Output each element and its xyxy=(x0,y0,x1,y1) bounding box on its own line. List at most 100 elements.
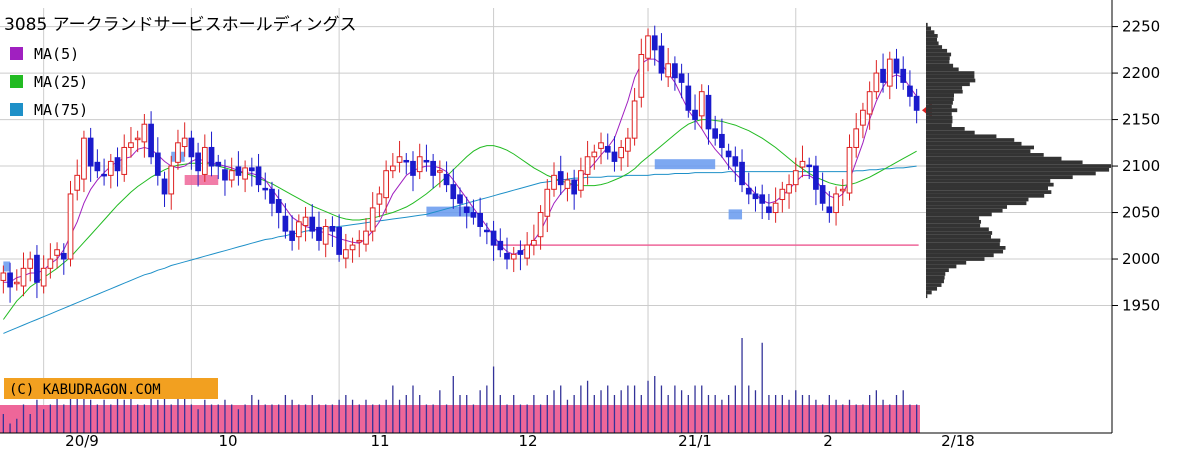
candle-body xyxy=(336,226,342,255)
candle-body xyxy=(712,128,719,139)
volume-profile-bar xyxy=(926,145,1035,150)
volume-profile-bar xyxy=(926,149,1031,154)
candle-body xyxy=(866,91,873,115)
candle-body xyxy=(578,170,584,191)
candle-body xyxy=(13,281,20,285)
candle-body xyxy=(719,133,725,148)
volume-profile-bar xyxy=(926,127,965,131)
candle-body xyxy=(839,188,846,192)
volume-profile-bar xyxy=(926,294,928,299)
candle-body xyxy=(222,169,228,181)
candle-body xyxy=(752,193,759,200)
candle-body xyxy=(564,179,571,189)
candle-body xyxy=(208,146,215,167)
candle-body xyxy=(282,215,289,232)
candle-body xyxy=(813,165,819,190)
volume-profile-bar xyxy=(926,160,1083,165)
candle-body xyxy=(672,63,678,79)
candle-body xyxy=(437,170,443,173)
candle-body xyxy=(604,146,611,153)
candle-body xyxy=(302,216,309,227)
volume-profile-bar xyxy=(926,238,1001,243)
candle-body xyxy=(772,202,779,214)
y-tick-label: 2150 xyxy=(1122,111,1160,129)
candle-body xyxy=(363,230,369,245)
candle-body xyxy=(893,58,900,74)
candle-body xyxy=(685,85,692,111)
x-tick-label: 12 xyxy=(518,432,537,450)
candle-body xyxy=(248,167,255,172)
axes: 2250 2200 2150 2100 2050 2000 1950 20/9 10 11 12 21… xyxy=(0,0,1160,450)
candle-body xyxy=(873,72,880,93)
candle-body xyxy=(846,146,853,194)
volume-profile-bar xyxy=(926,138,1015,142)
candle-body xyxy=(40,267,47,287)
candle-body xyxy=(692,109,698,121)
volume-profile-bar xyxy=(926,167,1110,172)
chart-title: 3085 アークランドサービスホールディングス xyxy=(4,14,356,35)
candle-body xyxy=(134,137,141,141)
candle-body xyxy=(463,206,470,214)
y-tick-label: 2050 xyxy=(1122,204,1160,222)
volume-profile-bar xyxy=(926,134,997,139)
candle-body xyxy=(833,193,839,214)
copyright-background xyxy=(4,378,218,399)
candle-body xyxy=(665,63,672,78)
candle-body xyxy=(262,187,269,191)
candle-body xyxy=(484,229,490,233)
volume-profile-bar xyxy=(926,93,954,98)
candle-body xyxy=(504,252,510,260)
volume-profile-bar xyxy=(926,201,1027,206)
candle-body xyxy=(403,159,410,163)
candle-body xyxy=(819,185,826,204)
candle-body xyxy=(20,267,27,287)
candle-body xyxy=(316,226,322,241)
volume-profile-bar xyxy=(926,60,950,64)
candle-body xyxy=(443,173,450,186)
candle-body xyxy=(806,164,813,168)
legend-swatch-ma75 xyxy=(10,103,23,116)
candle-body xyxy=(430,160,436,176)
x-tick-label: 10 xyxy=(218,432,237,450)
volume-profile-bar xyxy=(926,164,1111,168)
candle-body xyxy=(678,73,685,83)
candle-body xyxy=(524,244,531,259)
candle-body xyxy=(269,188,275,204)
candle-body xyxy=(383,170,389,199)
candle-body xyxy=(389,165,396,172)
candle-body xyxy=(766,206,772,214)
legend-swatch-ma5 xyxy=(10,47,23,60)
candle-body xyxy=(188,137,195,158)
candle-body xyxy=(349,244,356,251)
candle-body xyxy=(826,206,833,214)
volume-profile-bar xyxy=(926,190,1052,194)
candle-body xyxy=(242,167,248,180)
candle-body xyxy=(295,221,302,238)
candle-body xyxy=(369,207,376,232)
candle-body xyxy=(698,91,705,117)
candle-body xyxy=(531,239,537,246)
candle-body xyxy=(779,188,786,201)
x-tick-label: 20/9 xyxy=(65,432,99,450)
price-band xyxy=(184,175,219,185)
candle-body xyxy=(497,240,504,251)
candle-body xyxy=(60,252,67,260)
candle-body xyxy=(591,151,598,158)
candle-body xyxy=(34,254,40,283)
legend-label-ma5: MA(5) xyxy=(34,45,79,63)
candle-body xyxy=(47,258,54,269)
candle-body xyxy=(168,165,175,195)
volume-profile-bar xyxy=(926,186,1048,191)
candle-body xyxy=(618,146,625,159)
candle-body xyxy=(121,146,128,175)
candle-body xyxy=(74,174,81,191)
candle-body xyxy=(584,156,591,175)
candle-body xyxy=(195,152,201,172)
candle-body xyxy=(786,184,792,194)
candle-body xyxy=(625,137,631,152)
volume-profile-bar xyxy=(926,268,949,273)
price-band xyxy=(3,261,11,272)
candle-body xyxy=(490,230,497,246)
volume-panel xyxy=(0,338,920,433)
